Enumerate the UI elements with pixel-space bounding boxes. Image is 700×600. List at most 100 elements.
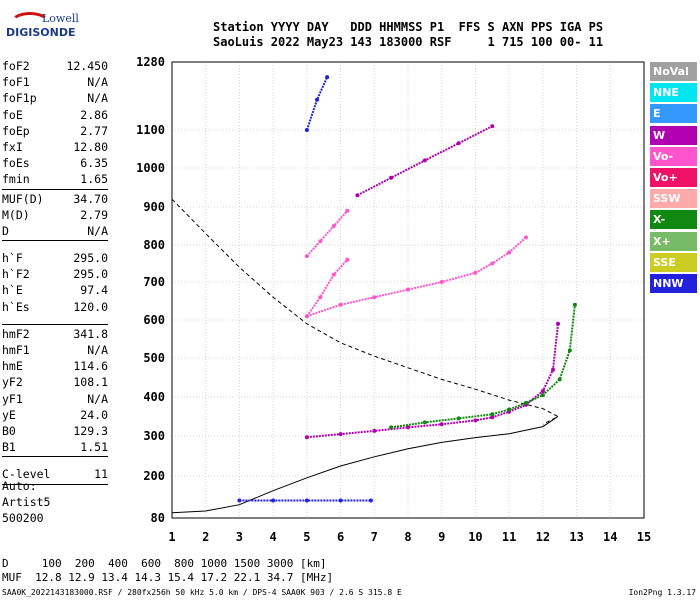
param-name: foF1p xyxy=(2,91,37,106)
legend-item-x-: X+ xyxy=(650,231,697,251)
param-value: 295.0 xyxy=(73,251,108,266)
divider xyxy=(2,483,108,485)
param-name: MUF(D) xyxy=(2,191,44,206)
echo-series xyxy=(389,302,577,430)
param-value: N/A xyxy=(87,343,108,357)
model-trace-line xyxy=(171,416,559,514)
param-name: h`Es xyxy=(2,299,30,314)
divider xyxy=(2,456,108,458)
param-name: B0 xyxy=(2,423,16,438)
echo-series xyxy=(304,208,350,259)
param-row: foEs 6.35 xyxy=(2,155,108,171)
station-header: Station YYYY DAY DDD HHMMSS P1 FFS S AXN… xyxy=(213,20,603,50)
legend-item-sse: SSE xyxy=(650,252,697,272)
y-tick-label: 400 xyxy=(143,390,165,404)
param-name: foE xyxy=(2,107,23,122)
param-row: foF1 N/A xyxy=(2,74,108,90)
param-row: foE 2.86 xyxy=(2,107,108,123)
divider xyxy=(2,240,108,242)
param-row: h`F 295.0 xyxy=(2,250,108,266)
param-row: fmin 1.65 xyxy=(2,171,108,187)
param-value: 1.51 xyxy=(80,440,108,455)
echo-trace xyxy=(306,236,527,318)
param-value: 108.1 xyxy=(73,375,108,390)
param-name: foEs xyxy=(2,156,30,171)
param-name: foEp xyxy=(2,123,30,138)
param-value: 97.4 xyxy=(80,283,108,298)
param-name: hmF2 xyxy=(2,326,30,341)
echo-series xyxy=(304,257,350,319)
x-tick-label: 10 xyxy=(468,530,482,544)
density-profile-line xyxy=(171,198,560,425)
auto-program: Artist5 xyxy=(2,495,51,509)
param-row: foF2 12.450 xyxy=(2,58,108,74)
param-row: yF1 N/A xyxy=(2,391,108,407)
legend-item-nnw: NNW xyxy=(650,273,697,293)
param-row: h`Es 120.0 xyxy=(2,299,108,315)
param-value: 24.0 xyxy=(80,407,108,422)
param-row: hmE 114.6 xyxy=(2,358,108,374)
x-tick-label: 13 xyxy=(569,530,583,544)
muf-table: D 100 200 400 600 800 1000 1500 3000 [km… xyxy=(2,557,333,585)
param-row: hmF2 341.8 xyxy=(2,326,108,342)
legend-item-vo-: Vo- xyxy=(650,146,697,166)
legend-item-x-: X- xyxy=(650,210,697,230)
logo-line2: DIGISONDE xyxy=(6,26,76,39)
echo-series xyxy=(304,235,528,319)
y-tick-label: 1280 xyxy=(136,55,165,69)
model-curves xyxy=(171,198,560,514)
parameter-panel: foF2 12.450 foF1 N/A foF1p N/A foE 2.86 foEp 2.77… xyxy=(2,58,108,486)
param-name: fxI xyxy=(2,139,23,154)
param-name: D xyxy=(2,223,9,238)
muf-row: MUF 12.8 12.9 13.4 14.3 15.4 17.2 22.1 3… xyxy=(2,571,334,584)
polarization-legend: NoVal NNE E W Vo- Vo+ SSW X- X+ SSE NNW xyxy=(650,62,697,295)
param-row: MUF(D) 34.70 xyxy=(2,191,108,207)
param-row: M(D) 2.79 xyxy=(2,207,108,223)
param-value: 2.77 xyxy=(80,123,108,138)
param-value: N/A xyxy=(87,75,108,90)
param-name: B1 xyxy=(2,440,16,455)
header-values: SaoLuis 2022 May23 143 183000 RSF 1 715 … xyxy=(213,35,604,49)
y-tick-label: 500 xyxy=(143,351,165,365)
file-info: SAA0K_2022143183000.RSF / 280fx256h 50 k… xyxy=(2,588,402,597)
y-tick-label: 200 xyxy=(143,469,165,483)
y-tick-label: 300 xyxy=(143,429,165,443)
x-tick-label: 5 xyxy=(303,530,310,544)
y-tick-label: 1000 xyxy=(136,161,165,175)
param-row: yF2 108.1 xyxy=(2,374,108,390)
plot-frame xyxy=(171,61,645,519)
param-name: yF1 xyxy=(2,391,23,406)
param-group-1: foF2 12.450 foF1 N/A foF1p N/A foE 2.86 foEp 2.77… xyxy=(2,58,108,188)
param-name: C-level xyxy=(2,467,51,482)
legend-item-ssw: SSW xyxy=(650,189,697,209)
x-tick-label: 15 xyxy=(637,530,651,544)
param-name: hmF1 xyxy=(2,343,30,357)
auto-label: Auto: xyxy=(2,479,37,493)
echo-trace xyxy=(306,323,559,439)
legend-item-nne: NNE xyxy=(650,83,697,103)
param-name: M(D) xyxy=(2,207,30,222)
param-group-5: C-level 11 xyxy=(2,466,108,482)
param-group-2: MUF(D) 34.70 M(D) 2.79 D N/A xyxy=(2,191,108,240)
param-name: yE xyxy=(2,407,16,422)
param-row: B1 1.51 xyxy=(2,439,108,455)
param-value: N/A xyxy=(87,91,108,106)
echo-trace xyxy=(306,210,349,257)
param-row: B0 129.3 xyxy=(2,423,108,439)
legend-item-e: E xyxy=(650,104,697,124)
echo-trace xyxy=(356,125,493,197)
x-tick-label: 9 xyxy=(438,530,445,544)
x-tick-label: 11 xyxy=(502,530,516,544)
x-tick-label: 12 xyxy=(536,530,550,544)
param-value: 11 xyxy=(94,467,108,482)
logo-swoosh xyxy=(10,12,50,34)
echo-points xyxy=(237,75,577,503)
param-value: 2.86 xyxy=(80,107,108,122)
y-tick-label: 700 xyxy=(143,275,165,289)
param-row: D N/A xyxy=(2,223,108,239)
param-value: N/A xyxy=(87,223,108,238)
param-row: C-level 11 xyxy=(2,466,108,482)
param-row: h`E 97.4 xyxy=(2,282,108,298)
param-name: yF2 xyxy=(2,375,23,390)
param-value: 12.450 xyxy=(66,59,108,73)
